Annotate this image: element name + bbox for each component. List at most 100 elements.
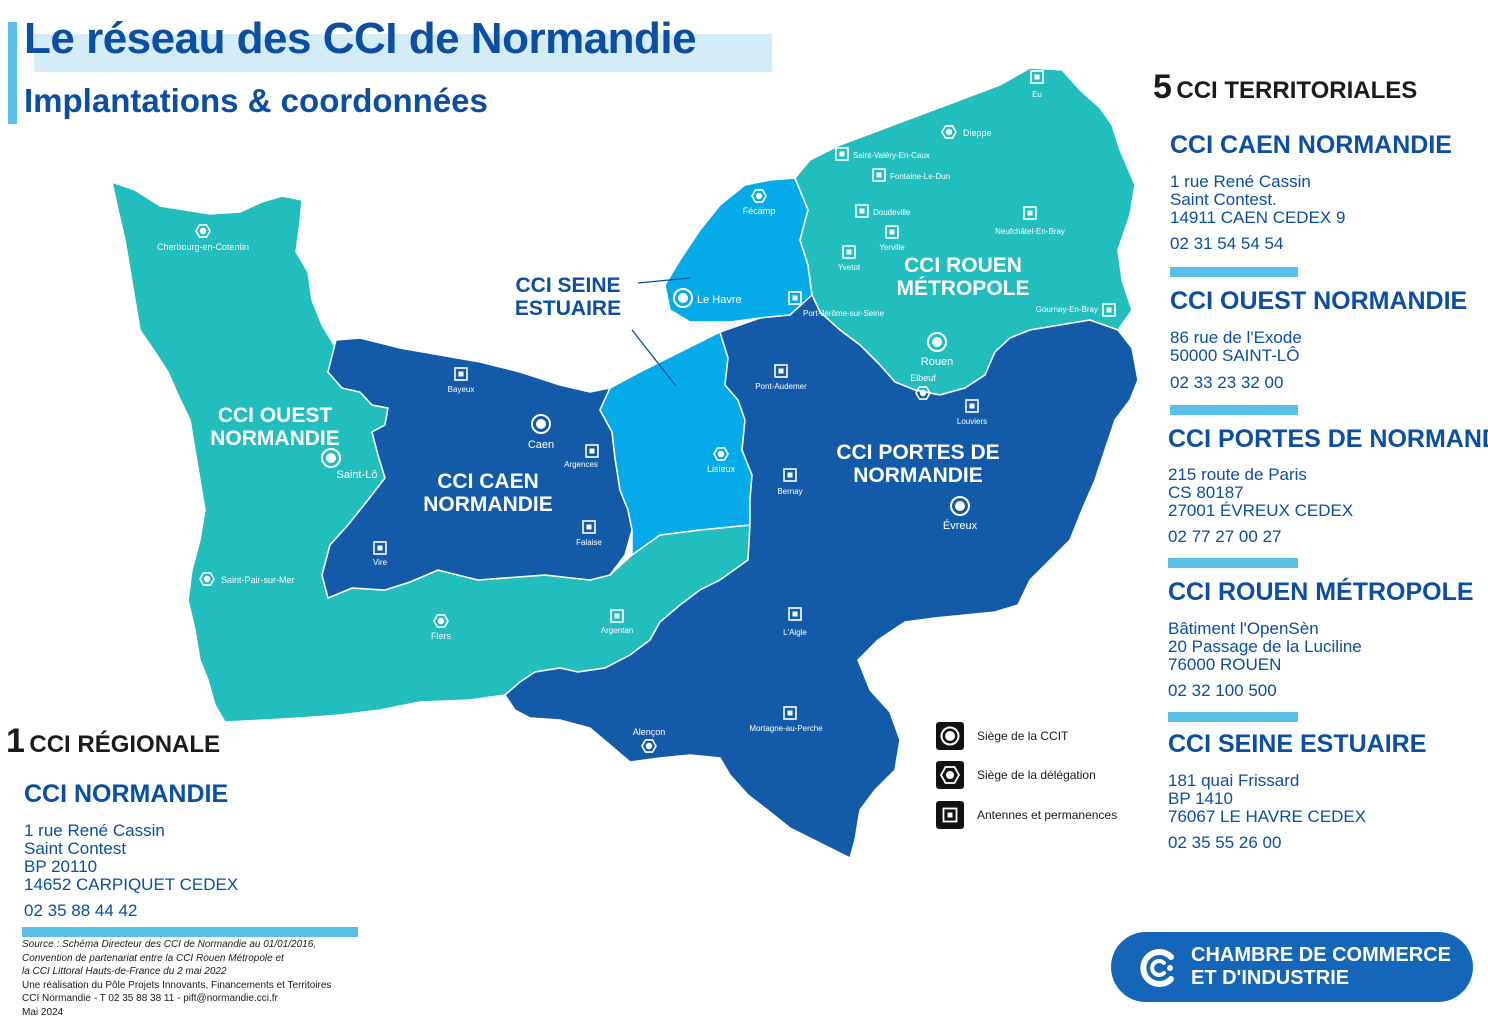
territorial-heading: 5 CCI TERRITORIALES bbox=[1153, 68, 1418, 106]
title-accent-bar bbox=[8, 22, 17, 124]
separator bbox=[1170, 405, 1298, 415]
city-antenne-marker[interactable]: Port-Jérôme-sur-Seine bbox=[788, 291, 884, 318]
city-label: Dieppe bbox=[963, 128, 992, 138]
city-label: Vire bbox=[373, 558, 388, 567]
cci-address-seine: 181 quai Frissard BP 1410 76067 LE HAVRE… bbox=[1168, 771, 1367, 826]
city-antenne-marker[interactable]: Eu bbox=[1030, 70, 1044, 99]
city-label: Le Havre bbox=[697, 294, 742, 306]
cci-name-caen: CCI CAEN NORMANDIE bbox=[1170, 131, 1452, 159]
city-label: Bernay bbox=[777, 487, 802, 496]
cci-logo-icon bbox=[1140, 949, 1174, 987]
city-label: Saint-Pair-sur-Mer bbox=[221, 575, 295, 585]
city-delegation-marker[interactable]: Flers bbox=[431, 614, 451, 641]
region-portes-de-normandie[interactable] bbox=[504, 293, 1139, 860]
title-highlight bbox=[34, 34, 772, 72]
city-label: Évreux bbox=[943, 519, 978, 532]
label-caen-1: CCI CAEN bbox=[437, 470, 539, 493]
separator bbox=[1168, 712, 1298, 722]
city-label: L'Aigle bbox=[783, 628, 807, 637]
cci-phone-normandie[interactable]: 02 35 88 44 42 bbox=[24, 901, 138, 920]
city-label: Caen bbox=[528, 439, 554, 451]
city-delegation-marker[interactable]: Elbeuf bbox=[910, 373, 936, 400]
separator bbox=[22, 927, 358, 937]
label-portes-1: CCI PORTES DE bbox=[836, 441, 999, 464]
cci-address-portes: 215 route de Paris CS 80187 27001 ÉVREUX… bbox=[1168, 465, 1354, 520]
source-credits: Source : Schéma Directeur des CCI de Nor… bbox=[22, 939, 332, 1018]
city-antenne-marker[interactable]: Fontaine-Le-Dun bbox=[872, 168, 950, 182]
city-delegation-marker[interactable]: Fécamp bbox=[743, 189, 776, 216]
city-antenne-marker[interactable]: Louviers bbox=[957, 399, 987, 426]
cci-phone-caen[interactable]: 02 31 54 54 54 bbox=[1170, 234, 1284, 253]
city-antenne-marker[interactable]: Gournay-En-Bray bbox=[1036, 303, 1116, 317]
city-label: Cherbourg-en-Cotentin bbox=[157, 242, 249, 252]
city-label: Argences bbox=[564, 460, 598, 469]
city-delegation-marker[interactable]: Dieppe bbox=[941, 125, 992, 139]
city-antenne-marker[interactable]: Mortagne-au-Perche bbox=[749, 706, 823, 733]
city-antenne-marker[interactable]: Falaise bbox=[576, 520, 602, 547]
city-label: Doudeville bbox=[873, 208, 911, 217]
city-antenne-marker[interactable]: Yerville bbox=[879, 225, 905, 252]
cci-name-rouen: CCI ROUEN MÉTROPOLE bbox=[1168, 578, 1474, 606]
city-label: Louviers bbox=[957, 417, 987, 426]
city-delegation-marker[interactable]: Lisieux bbox=[707, 447, 736, 474]
label-rouen-2: MÉTROPOLE bbox=[896, 277, 1029, 300]
city-siege-marker[interactable]: Caen bbox=[528, 414, 554, 451]
cci-name-portes: CCI PORTES DE NORMANDIE bbox=[1168, 425, 1488, 453]
cci-phone-seine[interactable]: 02 35 55 26 00 bbox=[1168, 833, 1282, 852]
separator bbox=[1168, 558, 1298, 568]
cci-phone-ouest[interactable]: 02 33 23 32 00 bbox=[1170, 373, 1284, 392]
city-label: Fontaine-Le-Dun bbox=[890, 172, 950, 181]
city-siege-marker[interactable]: Évreux bbox=[943, 496, 978, 532]
city-antenne-marker[interactable]: Bayeux bbox=[448, 367, 475, 394]
cci-address-normandie: 1 rue René Cassin Saint Contest BP 20110… bbox=[24, 821, 239, 894]
cci-phone-rouen[interactable]: 02 32 100 500 bbox=[1168, 681, 1277, 700]
city-siege-marker[interactable]: Le Havre bbox=[673, 288, 742, 308]
cci-phone-portes[interactable]: 02 77 27 00 27 bbox=[1168, 527, 1282, 546]
city-antenne-marker[interactable]: Yvetot bbox=[838, 245, 861, 272]
cci-name-ouest: CCI OUEST NORMANDIE bbox=[1170, 287, 1468, 315]
city-antenne-marker[interactable]: Saint-Valéry-En-Caux bbox=[835, 147, 930, 161]
regional-heading: 1 CCI RÉGIONALE bbox=[6, 722, 221, 760]
label-ouest-2: NORMANDIE bbox=[210, 427, 340, 450]
city-antenne-marker[interactable]: Vire bbox=[373, 541, 388, 567]
page-subtitle: Implantations & coordonnées bbox=[24, 82, 488, 119]
city-antenne-marker[interactable]: Argentan bbox=[601, 609, 633, 635]
label-portes-2: NORMANDIE bbox=[853, 464, 983, 487]
cci-logo[interactable]: CHAMBRE DE COMMERCE ET D'INDUSTRIE bbox=[1111, 932, 1473, 1002]
city-label: Yerville bbox=[879, 243, 905, 252]
region-caen-normandie[interactable] bbox=[321, 337, 633, 600]
label-seine-2: ESTUAIRE bbox=[515, 297, 621, 320]
cci-address-ouest: 86 rue de l'Exode 50000 SAINT-LÔ bbox=[1170, 328, 1302, 365]
separator bbox=[1170, 267, 1298, 277]
city-label: Port-Jérôme-sur-Seine bbox=[803, 309, 884, 318]
city-label: Flers bbox=[431, 631, 451, 641]
city-antenne-marker[interactable]: Argences bbox=[564, 444, 599, 469]
cci-name-normandie: CCI NORMANDIE bbox=[24, 780, 229, 808]
cci-address-caen: 1 rue René Cassin Saint Contest. 14911 C… bbox=[1170, 172, 1346, 227]
city-label: Fécamp bbox=[743, 206, 776, 216]
city-label: Saint-Valéry-En-Caux bbox=[853, 151, 930, 160]
label-seine-1: CCI SEINE bbox=[515, 274, 620, 297]
antenne-icon bbox=[936, 801, 964, 829]
city-siege-marker[interactable]: Rouen bbox=[921, 332, 953, 368]
city-antenne-marker[interactable]: Bernay bbox=[777, 468, 803, 496]
city-delegation-marker[interactable]: Cherbourg-en-Cotentin bbox=[157, 224, 249, 252]
city-label: Eu bbox=[1032, 90, 1042, 99]
city-label: Alençon bbox=[633, 727, 666, 737]
city-antenne-marker[interactable]: L'Aigle bbox=[783, 607, 807, 637]
city-label: Elbeuf bbox=[910, 373, 936, 383]
city-label: Pont-Audemer bbox=[755, 382, 807, 391]
city-antenne-marker[interactable]: Neufchâtel-En-Bray bbox=[995, 206, 1065, 236]
city-label: Argentan bbox=[601, 626, 633, 635]
cci-logo-text: CHAMBRE DE COMMERCE ET D'INDUSTRIE bbox=[1191, 944, 1451, 989]
city-delegation-marker[interactable]: Saint-Pair-sur-Mer bbox=[199, 572, 295, 586]
city-label: Lisieux bbox=[707, 464, 736, 474]
cci-address-rouen: Bâtiment l'OpenSèn 20 Passage de la Luci… bbox=[1168, 619, 1362, 674]
city-label: Neufchâtel-En-Bray bbox=[995, 227, 1065, 236]
city-siege-marker[interactable]: Saint-Lô bbox=[321, 448, 377, 481]
page-title: Le réseau des CCI de Normandie bbox=[24, 14, 697, 63]
city-antenne-marker[interactable]: Doudeville bbox=[855, 204, 911, 218]
city-delegation-marker[interactable]: Alençon bbox=[633, 727, 666, 753]
city-antenne-marker[interactable]: Pont-Audemer bbox=[755, 364, 807, 391]
